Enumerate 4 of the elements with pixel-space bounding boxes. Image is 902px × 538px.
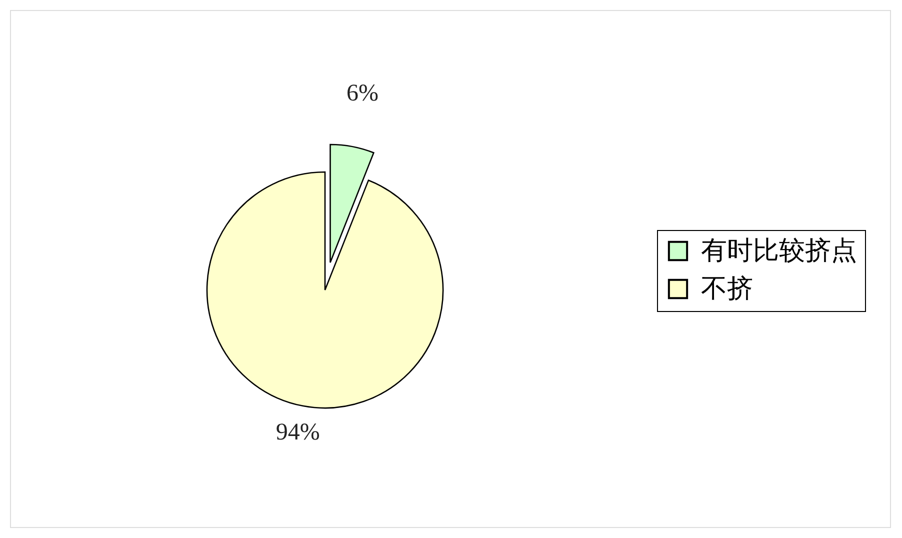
data-label: 94% — [276, 419, 320, 446]
legend-label: 有时比较挤点 — [701, 236, 857, 266]
data-label: 6% — [346, 80, 378, 107]
legend-label: 不挤 — [701, 274, 753, 304]
